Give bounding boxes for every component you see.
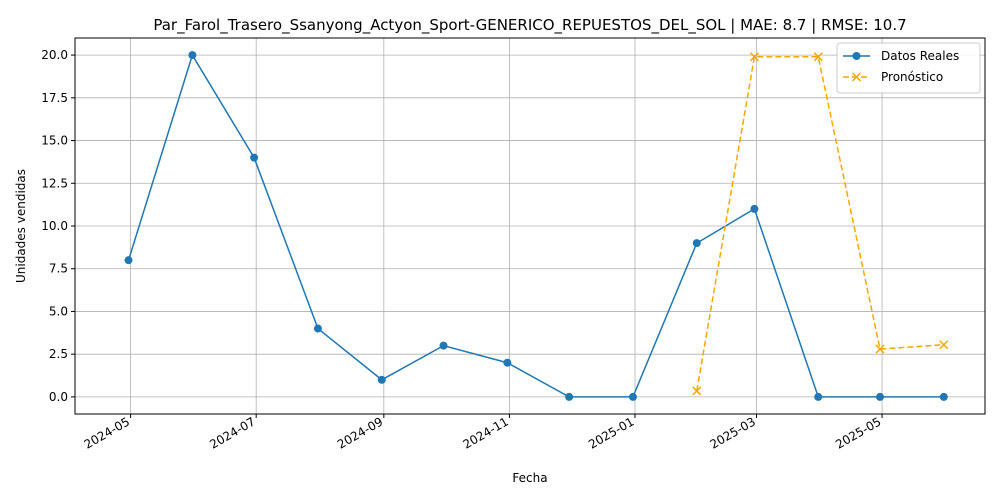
y-tick-label: 17.5 <box>41 91 68 105</box>
y-tick-label: 10.0 <box>41 219 68 233</box>
data-point <box>188 51 197 60</box>
y-tick-label: 0.0 <box>49 390 68 404</box>
series-line-datos-reales <box>127 53 944 398</box>
data-point <box>628 392 637 401</box>
y-axis: 0.0 2.5 5.0 7.5 10.0 12.5 15.0 17.5 20.0 <box>41 48 75 404</box>
series-pron-stico <box>692 52 949 396</box>
data-point <box>692 386 702 396</box>
series-datos-reales <box>124 51 948 401</box>
legend-marker-pronostico <box>851 72 862 82</box>
y-axis-title: Unidades vendidas <box>14 169 28 283</box>
data-point <box>876 392 884 401</box>
y-tick-label: 20.0 <box>41 48 68 62</box>
x-tick-label: 2024-05 <box>82 414 132 451</box>
data-point <box>250 153 259 162</box>
data-point <box>503 358 512 367</box>
y-tick-label: 15.0 <box>41 134 68 148</box>
legend-label-datos-reales: Datos Reales <box>881 49 959 63</box>
data-point <box>813 52 823 62</box>
data-point <box>377 375 386 384</box>
x-axis-title: Fecha <box>512 471 547 485</box>
legend-label-pronostico: Pronóstico <box>881 70 943 84</box>
data-point <box>749 52 759 62</box>
data-point <box>814 392 823 401</box>
data-point <box>692 239 701 248</box>
series-line-pron-stico <box>696 56 944 392</box>
series-layer <box>124 51 949 401</box>
data-point <box>313 324 322 333</box>
x-tick-label: 2025-05 <box>833 414 883 451</box>
chart-title: Par_Farol_Trasero_Ssanyong_Actyon_Sport-… <box>153 16 906 35</box>
data-point <box>939 340 949 350</box>
x-tick-label: 2024-07 <box>207 414 257 451</box>
legend: Datos Reales Pronóstico <box>836 42 981 94</box>
x-tick-label: 2024-09 <box>335 414 385 451</box>
grid-lines <box>75 38 985 414</box>
data-point <box>939 392 948 401</box>
x-tick-label: 2025-03 <box>708 414 758 451</box>
x-tick-label: 2025-01 <box>586 414 636 451</box>
data-point <box>439 341 448 350</box>
data-point <box>750 204 759 213</box>
x-axis: 2024-05 2024-07 2024-09 2024-11 2025-01 2025-… <box>82 414 884 452</box>
legend-box <box>836 42 981 94</box>
data-point <box>875 344 885 354</box>
legend-marker-datos-reales <box>852 52 861 60</box>
x-tick-label: 2024-11 <box>460 414 510 451</box>
data-point <box>565 392 574 401</box>
y-tick-label: 7.5 <box>49 262 68 276</box>
y-tick-label: 12.5 <box>41 176 68 190</box>
y-tick-label: 2.5 <box>49 347 68 361</box>
y-tick-label: 5.0 <box>49 304 68 318</box>
data-point <box>124 256 133 265</box>
